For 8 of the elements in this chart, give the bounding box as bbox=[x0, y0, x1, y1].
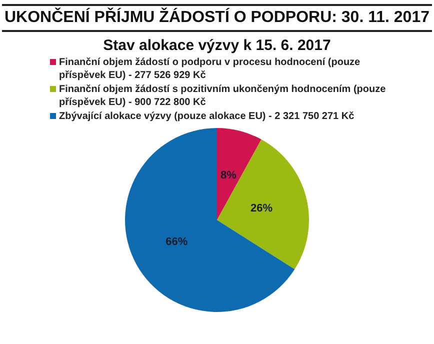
legend-label: Finanční objem žádostí s pozitivním ukončeným hodnocením (pouze příspěvek EU) - 900 722 800 Kč bbox=[59, 84, 386, 108]
data-label: 66% bbox=[166, 236, 188, 248]
data-label: 26% bbox=[250, 202, 273, 215]
legend-label: Zbývající alokace výzvy (pouze alokace EU) - 2 321 750 271 Kč bbox=[59, 111, 354, 122]
data-label: 8% bbox=[220, 169, 237, 182]
chart-subtitle: Stav alokace výzvy k 15. 6. 2017 bbox=[102, 37, 332, 54]
legend-label: Finanční objem žádostí o podporu v procesu hodnocení (pouze příspěvek EU) - 277 526 929 Kč bbox=[59, 57, 360, 81]
chart-title: UKONČENÍ PŘÍJMU ŽÁDOSTÍ O PODPORU: 30. 11. 2017 bbox=[2, 4, 432, 32]
